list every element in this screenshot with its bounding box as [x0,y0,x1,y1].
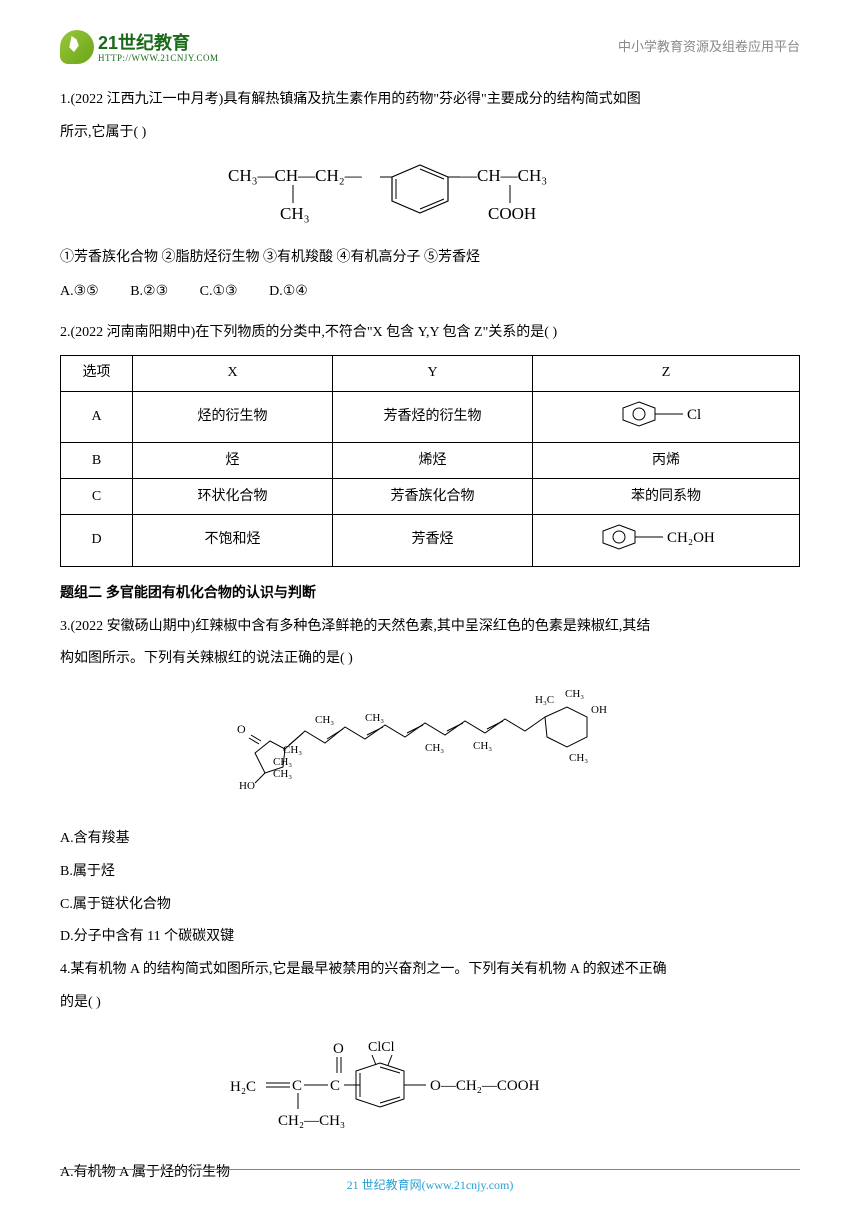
label: CH₃ [283,744,302,756]
footer-text: 21 世纪教育网(www.21cnjy.com) [347,1178,514,1192]
label: OH [591,704,607,716]
compound-a-icon: H₂C C C O CH₂—CH₃ ClCl O—CH₂—COOH [220,1027,640,1137]
question-4-figure: H₂C C C O CH₂—CH₃ ClCl O—CH₂—COOH [60,1027,800,1150]
label: CH₃ [273,756,292,768]
logo-icon [60,30,94,64]
question-4-stem-b: 的是( ) [60,988,800,1019]
question-2-stem: 2.(2022 河南南阳期中)在下列物质的分类中,不符合"X 包含 Y,Y 包含… [60,318,800,349]
logo-title: 21世纪教育 [98,34,219,54]
page-footer: 21 世纪教育网(www.21cnjy.com) [0,1169,860,1198]
label: CH₂OH [667,530,715,546]
logo-text: 21世纪教育 HTTP://WWW.21CNJY.COM [98,34,219,64]
question-3-figure: HO CH₃ CH₃ CH₃ O CH₃ CH₃ CH₃ CH₃ H₃C CH₃… [60,683,800,816]
q3-option-c: C.属于链状化合物 [60,890,800,921]
capsanthin-icon: HO CH₃ CH₃ CH₃ O CH₃ CH₃ CH₃ CH₃ H₃C CH₃… [215,683,645,803]
cell: 丙烯 [533,443,800,479]
logo-block: 21世纪教育 HTTP://WWW.21CNJY.COM [60,30,219,64]
cell-benzene-cl: Cl [533,391,800,442]
label: HO [239,780,255,792]
th-option: 选项 [61,355,133,391]
label: Cl [687,407,701,423]
question-1-categories: ①芳香族化合物 ②脂肪烃衍生物 ③有机羧酸 ④有机高分子 ⑤芳香烃 [60,243,800,274]
svg-text:C: C [330,1078,340,1094]
question-2-table: 选项 X Y Z A 烃的衍生物 芳香烃的衍生物 Cl B 烃 烯烃 丙烯 C … [60,355,800,567]
cell: 芳香族化合物 [333,479,533,515]
cell: B [61,443,133,479]
cell: D [61,515,133,566]
table-row: D 不饱和烃 芳香烃 CH₂OH [61,515,800,566]
footer-divider [60,1169,800,1170]
cell: 芳香烃 [333,515,533,566]
q1-option-a: A.③⑤ [60,284,99,299]
th-y: Y [333,355,533,391]
fig-text: —CH—CH₃ [459,166,547,185]
question-1-stem-a: 1.(2022 江西九江一中月考)具有解热镇痛及抗生素作用的药物"芬必得"主要成… [60,85,800,116]
fig-text: CH₃—CH—CH₂— [228,166,363,185]
q1-option-d: D.①④ [269,284,308,299]
question-1-stem-b: 所示,它属于( ) [60,118,800,149]
cell: 烯烃 [333,443,533,479]
q1-option-b: B.②③ [130,284,168,299]
label: H₃C [535,694,554,706]
label: O [333,1041,344,1057]
label: CH₂—CH₃ [278,1113,345,1129]
page-header: 21世纪教育 HTTP://WWW.21CNJY.COM 中小学教育资源及组卷应… [60,30,800,65]
label: CH₃ [315,714,334,726]
fig-text: CH₃ [280,204,310,223]
label: O [237,722,246,736]
svg-text:C: C [292,1078,302,1094]
question-3-stem-a: 3.(2022 安徽砀山期中)红辣椒中含有多种色泽鲜艳的天然色素,其中呈深红色的… [60,612,800,643]
table-row: B 烃 烯烃 丙烯 [61,443,800,479]
q1-option-c: C.①③ [200,284,238,299]
table-row: A 烃的衍生物 芳香烃的衍生物 Cl [61,391,800,442]
label: CH₃ [273,768,292,780]
question-1-options: A.③⑤ B.②③ C.①③ D.①④ [60,277,800,308]
label: CH₃ [569,752,588,764]
label: CH₃ [565,688,584,700]
cell: 烃 [133,443,333,479]
cell: 环状化合物 [133,479,333,515]
label: O—CH₂—COOH [430,1078,540,1094]
section-2-title: 题组二 多官能团有机化合物的认识与判断 [60,577,800,608]
q3-option-b: B.属于烃 [60,857,800,888]
cell: 不饱和烃 [133,515,333,566]
table-row: C 环状化合物 芳香族化合物 苯的同系物 [61,479,800,515]
cell: 芳香烃的衍生物 [333,391,533,442]
label: CH₃ [473,740,492,752]
cell-benzene-ch2oh: CH₂OH [533,515,800,566]
q3-option-a: A.含有羧基 [60,824,800,855]
header-right-text: 中小学教育资源及组卷应用平台 [618,33,800,62]
cell: A [61,391,133,442]
benzene-ch2oh-icon: CH₂OH [591,521,741,551]
q3-option-d: D.分子中含有 11 个碳碳双键 [60,922,800,953]
cell: 烃的衍生物 [133,391,333,442]
cell: C [61,479,133,515]
question-1-figure: CH₃—CH—CH₂— CH₃ —CH—CH₃ COOH [60,157,800,235]
label: CH₃ [425,742,444,754]
fig-text: COOH [488,204,536,223]
molecule-fenbid-icon: CH₃—CH—CH₂— CH₃ —CH—CH₃ COOH [220,157,640,235]
th-x: X [133,355,333,391]
benzene-cl-icon: Cl [611,398,721,428]
label: CH₃ [365,712,384,724]
question-4-stem-a: 4.某有机物 A 的结构简式如图所示,它是最早被禁用的兴奋剂之一。下列有关有机物… [60,955,800,986]
question-3-stem-b: 构如图所示。下列有关辣椒红的说法正确的是( ) [60,644,800,675]
label: H₂C [230,1079,256,1095]
label: ClCl [368,1040,395,1055]
table-row: 选项 X Y Z [61,355,800,391]
logo-url: HTTP://WWW.21CNJY.COM [98,54,219,64]
cell: 苯的同系物 [533,479,800,515]
th-z: Z [533,355,800,391]
